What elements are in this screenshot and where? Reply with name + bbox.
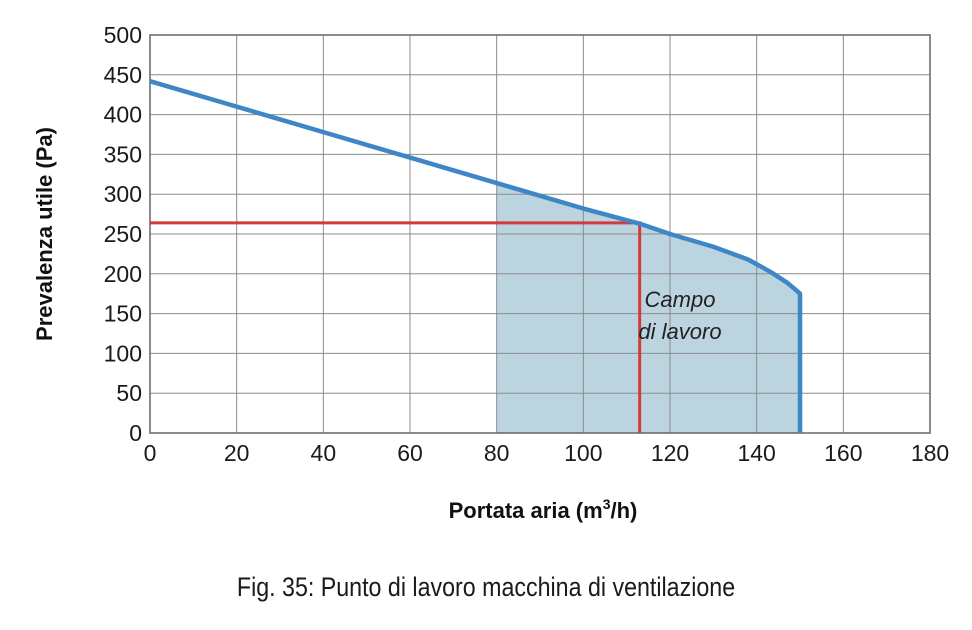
y-tick-label: 400 <box>104 102 142 128</box>
work-area-region <box>496 183 800 433</box>
work-area-label-line1: Campo <box>645 287 716 312</box>
x-tick-label: 120 <box>651 440 689 466</box>
x-tick-label: 20 <box>224 440 250 466</box>
x-tick-label: 100 <box>564 440 602 466</box>
x-tick-label: 0 <box>144 440 157 466</box>
x-tick-label: 180 <box>911 440 949 466</box>
y-tick-label: 250 <box>104 221 142 247</box>
y-tick-label: 150 <box>104 301 142 327</box>
y-tick-label: 0 <box>129 420 142 446</box>
y-axis-title: Prevalenza utile (Pa) <box>32 127 57 341</box>
x-axis-title-main: Portata aria (m <box>449 498 603 523</box>
y-tick-label: 100 <box>104 340 142 366</box>
y-tick-label: 450 <box>104 62 142 88</box>
plot-frame <box>149 34 931 434</box>
x-axis-title-superscript: 3 <box>603 496 611 512</box>
x-tick-label: 140 <box>737 440 775 466</box>
y-tick-label: 50 <box>116 380 142 406</box>
y-tick-label: 300 <box>104 181 142 207</box>
y-tick-label: 350 <box>104 141 142 167</box>
x-tick-labels: 0 20 40 60 80 100 120 140 160 180 <box>144 440 950 466</box>
y-tick-labels: 0 50 100 150 200 250 300 350 400 450 500 <box>104 22 142 446</box>
y-tick-label: 200 <box>104 261 142 287</box>
y-tick-label: 500 <box>104 22 142 48</box>
x-tick-label: 80 <box>484 440 510 466</box>
figure-caption: Fig. 35: Punto di lavoro macchina di ven… <box>236 572 736 602</box>
x-tick-label: 60 <box>397 440 423 466</box>
x-tick-label: 40 <box>311 440 337 466</box>
work-area-label-line2: di lavoro <box>638 319 721 344</box>
x-axis-title-suffix: /h) <box>610 498 637 523</box>
x-tick-label: 160 <box>824 440 862 466</box>
x-axis-title: Portata aria (m3/h) <box>449 496 638 523</box>
fan-curve-series <box>149 79 803 433</box>
